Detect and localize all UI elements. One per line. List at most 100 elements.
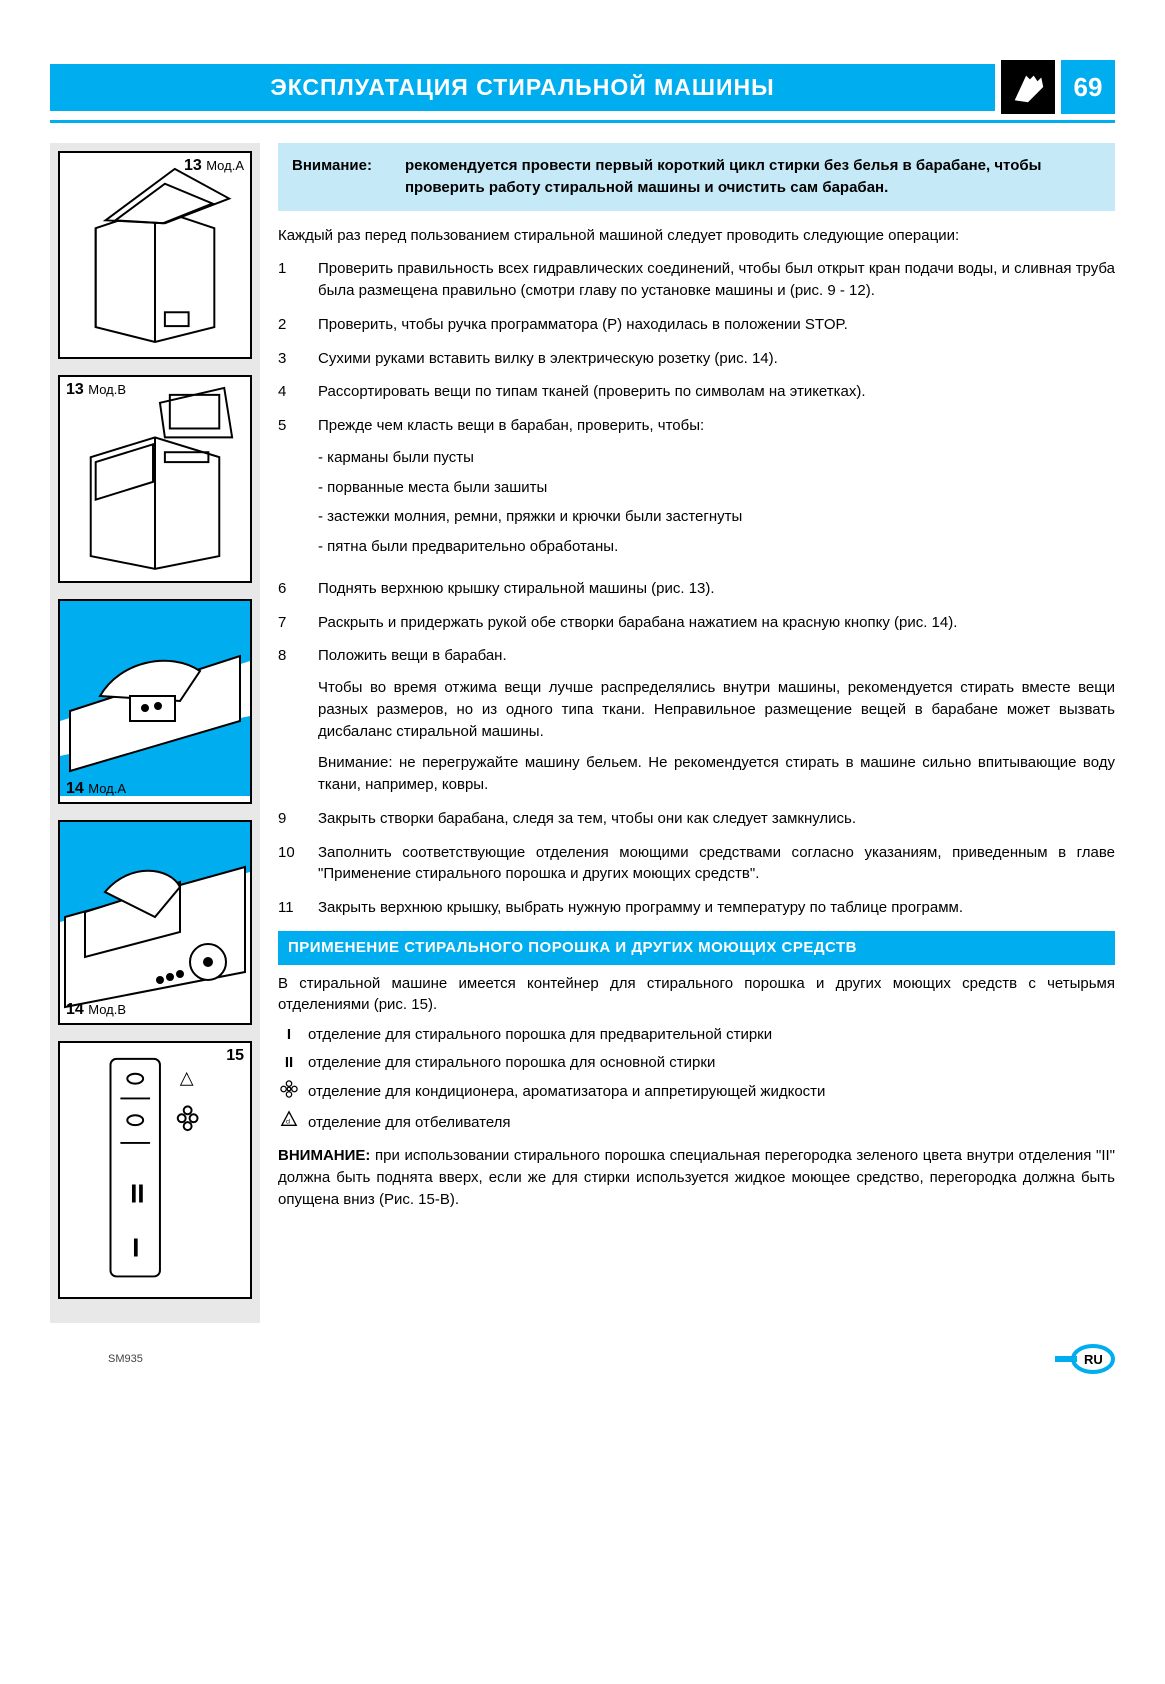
svg-text:I: I (132, 1235, 139, 1263)
symbol-text: отделение для стирального порошка для ос… (308, 1052, 715, 1074)
fig-num: 14 (66, 780, 84, 797)
fig-num: 13 (66, 381, 84, 398)
sub-item: порванные места были зашиты (318, 477, 1115, 499)
symbol-two-icon: II (278, 1052, 300, 1074)
step-body: Закрыть верхнюю крышку, выбрать нужную п… (318, 897, 1115, 919)
symbol-text: отделение для кондиционера, ароматизатор… (308, 1081, 825, 1103)
symbol-row: I отделение для стирального порошка для … (278, 1024, 1115, 1046)
figure-13a: 13 Мод.A (58, 151, 252, 359)
sub-item: пятна были предварительно обработаны. (318, 536, 1115, 558)
step-body: Закрыть створки барабана, следя за тем, … (318, 808, 1115, 830)
step-num: 9 (278, 808, 300, 830)
step-body: Сухими руками вставить вилку в электриче… (318, 348, 1115, 370)
bleach-icon: cl (278, 1110, 300, 1135)
fig-sub: Мод.B (88, 1002, 126, 1017)
step-body: Рассортировать вещи по типам тканей (про… (318, 381, 1115, 403)
fig-sub: Мод.A (206, 158, 244, 173)
footer-code: SM935 (108, 1353, 143, 1365)
page-number: 69 (1061, 60, 1115, 114)
notice-box: Внимание: рекомендуется провести первый … (278, 143, 1115, 211)
step-body-text: Прежде чем класть вещи в барабан, провер… (318, 417, 704, 434)
warning-text: при использовании стирального порошка сп… (278, 1147, 1115, 1208)
step-body: Проверить правильность всех гидравлическ… (318, 258, 1115, 302)
step-item: 1 Проверить правильность всех гидравличес… (278, 258, 1115, 302)
figure-14a: 14 Мод.A (58, 599, 252, 804)
step-body: Проверить, чтобы ручка программатора (P)… (318, 314, 1115, 336)
page-title: ЭКСПЛУАТАЦИЯ СТИРАЛЬНОЙ МАШИНЫ (50, 64, 995, 111)
page: ЭКСПЛУАТАЦИЯ СТИРАЛЬНОЙ МАШИНЫ 69 13 Мод… (0, 0, 1165, 1415)
header-rule (50, 120, 1115, 123)
step-extra: Внимание: не перегружайте машину бельем.… (318, 752, 1115, 796)
washer-lid-open-b-icon (66, 383, 244, 571)
step-extra: Чтобы во время отжима вещи лучше распред… (318, 677, 1115, 742)
step-num: 6 (278, 578, 300, 600)
sub-item: карманы были пусты (318, 447, 1115, 469)
step-num: 5 (278, 415, 300, 566)
step-list: 1 Проверить правильность всех гидравличес… (278, 258, 1115, 919)
step-item: 6 Поднять верхнюю крышку стиральной машин… (278, 578, 1115, 600)
symbol-row: отделение для кондиционера, ароматизатор… (278, 1080, 1115, 1105)
svg-text:cl: cl (286, 1119, 291, 1126)
svg-text:△: △ (180, 1068, 194, 1088)
drum-open-hand-b-icon (60, 822, 250, 1017)
warning-label: ВНИМАНИЕ: (278, 1147, 370, 1164)
step-item: 3 Сухими руками вставить вилку в электрич… (278, 348, 1115, 370)
step-num: 4 (278, 381, 300, 403)
detergent-intro: В стиральной машине имеется контейнер дл… (278, 973, 1115, 1017)
step-num: 10 (278, 842, 300, 886)
lang-text: RU (1084, 1352, 1103, 1367)
page-footer: SM935 RU (50, 1343, 1115, 1375)
step-body: Прежде чем класть вещи в барабан, провер… (318, 415, 1115, 566)
symbol-text: отделение для отбеливателя (308, 1112, 511, 1134)
step-body-text: Положить вещи в барабан. (318, 647, 507, 664)
lang-badge: RU (1055, 1343, 1115, 1375)
symbol-one-icon: I (278, 1024, 300, 1046)
fig-num: 15 (226, 1047, 244, 1064)
figure-15: 15 △ II I (58, 1041, 252, 1299)
step-num: 2 (278, 314, 300, 336)
content-column: Внимание: рекомендуется провести первый … (278, 143, 1115, 1323)
step-item: 9 Закрыть створки барабана, следя за тем,… (278, 808, 1115, 830)
step-item: 8 Положить вещи в барабан. Чтобы во врем… (278, 645, 1115, 796)
figure-sidebar: 13 Мод.A 13 Мод.B (50, 143, 260, 1323)
step-body: Поднять верхнюю крышку стиральной машины… (318, 578, 1115, 600)
step-body: Положить вещи в барабан. Чтобы во время … (318, 645, 1115, 796)
fig-sub: Мод.A (88, 781, 126, 796)
hand-icon (1001, 60, 1055, 114)
symbol-row: cl отделение для отбеливателя (278, 1110, 1115, 1135)
step-item: 10 Заполнить соответствующие отделения мо… (278, 842, 1115, 886)
step-item: 5 Прежде чем класть вещи в барабан, пров… (278, 415, 1115, 566)
section-bar: ПРИМЕНЕНИЕ СТИРАЛЬНОГО ПОРОШКА И ДРУГИХ … (278, 931, 1115, 965)
step-sublist: карманы были пусты порванные места были … (318, 447, 1115, 558)
detergent-drawer-icon: △ II I (66, 1049, 244, 1286)
symbol-row: II отделение для стирального порошка для… (278, 1052, 1115, 1074)
step-item: 7Раскрыть и придержать рукой обе створки… (278, 612, 1115, 634)
step-item: 11 Закрыть верхнюю крышку, выбрать нужную… (278, 897, 1115, 919)
step-num: 8 (278, 645, 300, 796)
figure-13b: 13 Мод.B (58, 375, 252, 583)
notice-text: рекомендуется провести первый короткий ц… (405, 155, 1101, 199)
fig-num: 14 (66, 1001, 84, 1018)
washer-lid-open-a-icon (66, 159, 244, 347)
drum-open-hand-a-icon (60, 601, 250, 796)
detergent-warning: ВНИМАНИЕ: при использовании стирального … (278, 1145, 1115, 1210)
figure-14b: 14 Мод.B (58, 820, 252, 1025)
flower-icon (278, 1080, 300, 1105)
step-num: 11 (278, 897, 300, 919)
step-num: 3 (278, 348, 300, 370)
symbol-rows: I отделение для стирального порошка для … (278, 1024, 1115, 1135)
fig-sub: Мод.B (88, 382, 126, 397)
step-item: 4 Рассортировать вещи по типам тканей (пр… (278, 381, 1115, 403)
step-body: Раскрыть и придержать рукой обе створки … (318, 612, 1115, 634)
step-body: Заполнить соответствующие отделения моющ… (318, 842, 1115, 886)
main-columns: 13 Мод.A 13 Мод.B (50, 143, 1115, 1323)
step-num: 1 (278, 258, 300, 302)
notice-label: Внимание: (292, 155, 387, 199)
header-band: ЭКСПЛУАТАЦИЯ СТИРАЛЬНОЙ МАШИНЫ 69 (50, 60, 1115, 114)
svg-text:II: II (130, 1180, 144, 1208)
symbol-text: отделение для стирального порошка для пр… (308, 1024, 772, 1046)
intro-text: Каждый раз перед пользованием стиральной… (278, 225, 1115, 247)
sub-item: застежки молния, ремни, пряжки и крючки … (318, 506, 1115, 528)
fig-num: 13 (184, 157, 202, 174)
step-item: 2 Проверить, чтобы ручка программатора (P… (278, 314, 1115, 336)
